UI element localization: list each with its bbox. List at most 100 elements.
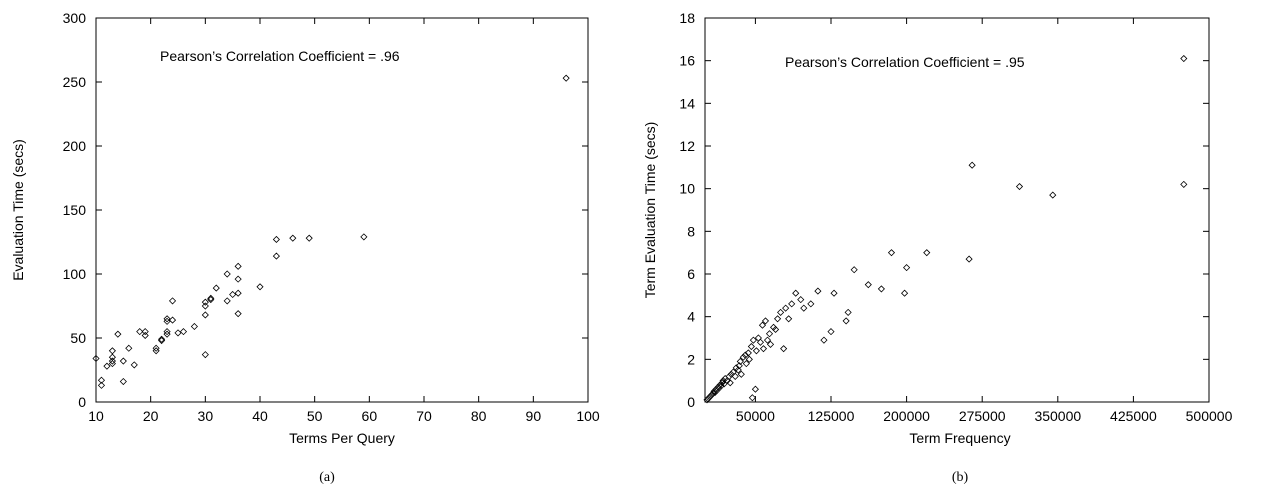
- data-point-a: [289, 234, 297, 242]
- scatter-points-b: [703, 54, 1188, 404]
- data-point-b: [820, 336, 828, 344]
- data-point-b: [736, 357, 744, 366]
- y-tick-label-b: 16: [679, 53, 695, 69]
- data-point-b: [792, 289, 800, 297]
- data-point-b: [752, 347, 760, 355]
- data-point-b: [777, 308, 785, 316]
- x-tick-label-b: 350000: [1034, 408, 1081, 424]
- data-point-a: [174, 329, 182, 337]
- data-point-a: [136, 328, 144, 336]
- data-point-b: [842, 317, 850, 325]
- data-point-b: [731, 372, 739, 380]
- data-point-b: [1015, 182, 1024, 191]
- data-point-b: [780, 345, 788, 353]
- data-point-a: [158, 335, 166, 343]
- scatter-points-a: [92, 74, 570, 389]
- data-point-b: [766, 340, 775, 348]
- y-tick-label-a: 250: [63, 74, 87, 90]
- plot-frame-b: [704, 17, 1210, 403]
- data-point-a: [163, 328, 171, 336]
- y-tick-label-a: 150: [63, 202, 87, 218]
- data-point-b: [850, 266, 858, 274]
- data-point-a: [125, 344, 133, 352]
- data-point-b: [877, 285, 885, 293]
- y-axis-label-a: Evaluation Time (secs): [10, 139, 26, 281]
- data-point-b: [761, 317, 770, 325]
- data-point-b: [785, 315, 793, 323]
- data-point-b: [827, 328, 835, 336]
- data-point-a: [234, 262, 242, 270]
- data-point-b: [782, 304, 790, 312]
- data-point-b: [749, 336, 757, 344]
- data-point-b: [797, 296, 805, 304]
- y-tick-label-b: 4: [687, 309, 695, 325]
- data-point-a: [97, 381, 106, 389]
- y-tick-label-b: 12: [679, 138, 695, 154]
- data-point-b: [718, 379, 726, 387]
- data-point-a: [201, 351, 209, 359]
- data-point-b: [704, 395, 712, 403]
- y-tick-label-a: 200: [63, 138, 87, 154]
- data-point-a: [108, 357, 116, 365]
- x-tick-label-b: 125000: [808, 408, 855, 424]
- y-tick-label-a: 300: [63, 10, 87, 26]
- caption-b: (b): [952, 470, 969, 485]
- chart-b: Pearson’s Correlation Coefficient = .95 …: [642, 10, 1233, 485]
- data-point-a: [256, 283, 264, 291]
- y-tick-label-a: 0: [78, 394, 86, 410]
- data-point-b: [830, 289, 838, 297]
- x-tick-label-a: 60: [362, 408, 378, 424]
- x-tick-label-b: 275000: [959, 408, 1006, 424]
- data-point-a: [360, 233, 368, 241]
- data-point-b: [965, 255, 973, 263]
- data-point-a: [272, 252, 280, 260]
- data-point-b: [774, 315, 782, 323]
- data-point-b: [800, 304, 808, 312]
- data-point-b: [769, 323, 778, 331]
- data-point-b: [709, 389, 717, 398]
- axis-ticks-a: 10 20 30 40 50 60 70 80 90 100 0 50 100 150 200 250 300: [63, 10, 600, 424]
- data-point-b: [903, 264, 911, 272]
- data-point-b: [814, 287, 822, 295]
- y-tick-label-b: 8: [687, 223, 695, 239]
- data-point-a: [108, 353, 116, 361]
- data-point-b: [734, 366, 742, 374]
- data-point-a: [234, 310, 242, 318]
- data-point-b: [923, 249, 931, 257]
- data-point-b: [758, 321, 767, 329]
- y-tick-label-b: 14: [679, 95, 695, 111]
- x-tick-label-b: 50000: [736, 408, 775, 424]
- data-point-b: [714, 383, 722, 391]
- data-point-b: [763, 336, 772, 344]
- data-point-a: [119, 377, 127, 386]
- data-point-b: [739, 353, 747, 361]
- data-point-a: [108, 347, 116, 355]
- data-point-b: [968, 161, 976, 169]
- data-point-b: [771, 325, 780, 334]
- x-tick-label-a: 40: [252, 408, 268, 424]
- data-point-b: [901, 289, 909, 297]
- data-point-a: [223, 297, 231, 305]
- data-point-b: [1049, 191, 1057, 199]
- data-point-b: [756, 338, 765, 346]
- x-tick-label-b: 425000: [1110, 408, 1157, 424]
- y-tick-label-b: 18: [679, 10, 695, 26]
- data-point-a: [130, 361, 138, 369]
- plot-frame-a: [95, 17, 589, 403]
- data-point-a: [119, 357, 127, 365]
- data-point-b: [744, 349, 752, 357]
- data-point-b: [742, 360, 750, 368]
- data-point-a: [562, 74, 570, 82]
- data-point-b: [705, 394, 713, 402]
- data-point-b: [726, 379, 734, 387]
- data-point-b: [1180, 180, 1188, 188]
- data-point-a: [168, 297, 177, 305]
- y-tick-label-b: 0: [687, 394, 695, 410]
- data-point-b: [737, 370, 745, 378]
- data-point-b: [759, 345, 768, 353]
- data-point-a: [141, 331, 149, 340]
- axis-ticks-b: 50000 125000 200000 275000 350000 425000 50000…: [679, 10, 1232, 424]
- data-point-a: [108, 360, 116, 368]
- x-tick-label-a: 10: [88, 408, 104, 424]
